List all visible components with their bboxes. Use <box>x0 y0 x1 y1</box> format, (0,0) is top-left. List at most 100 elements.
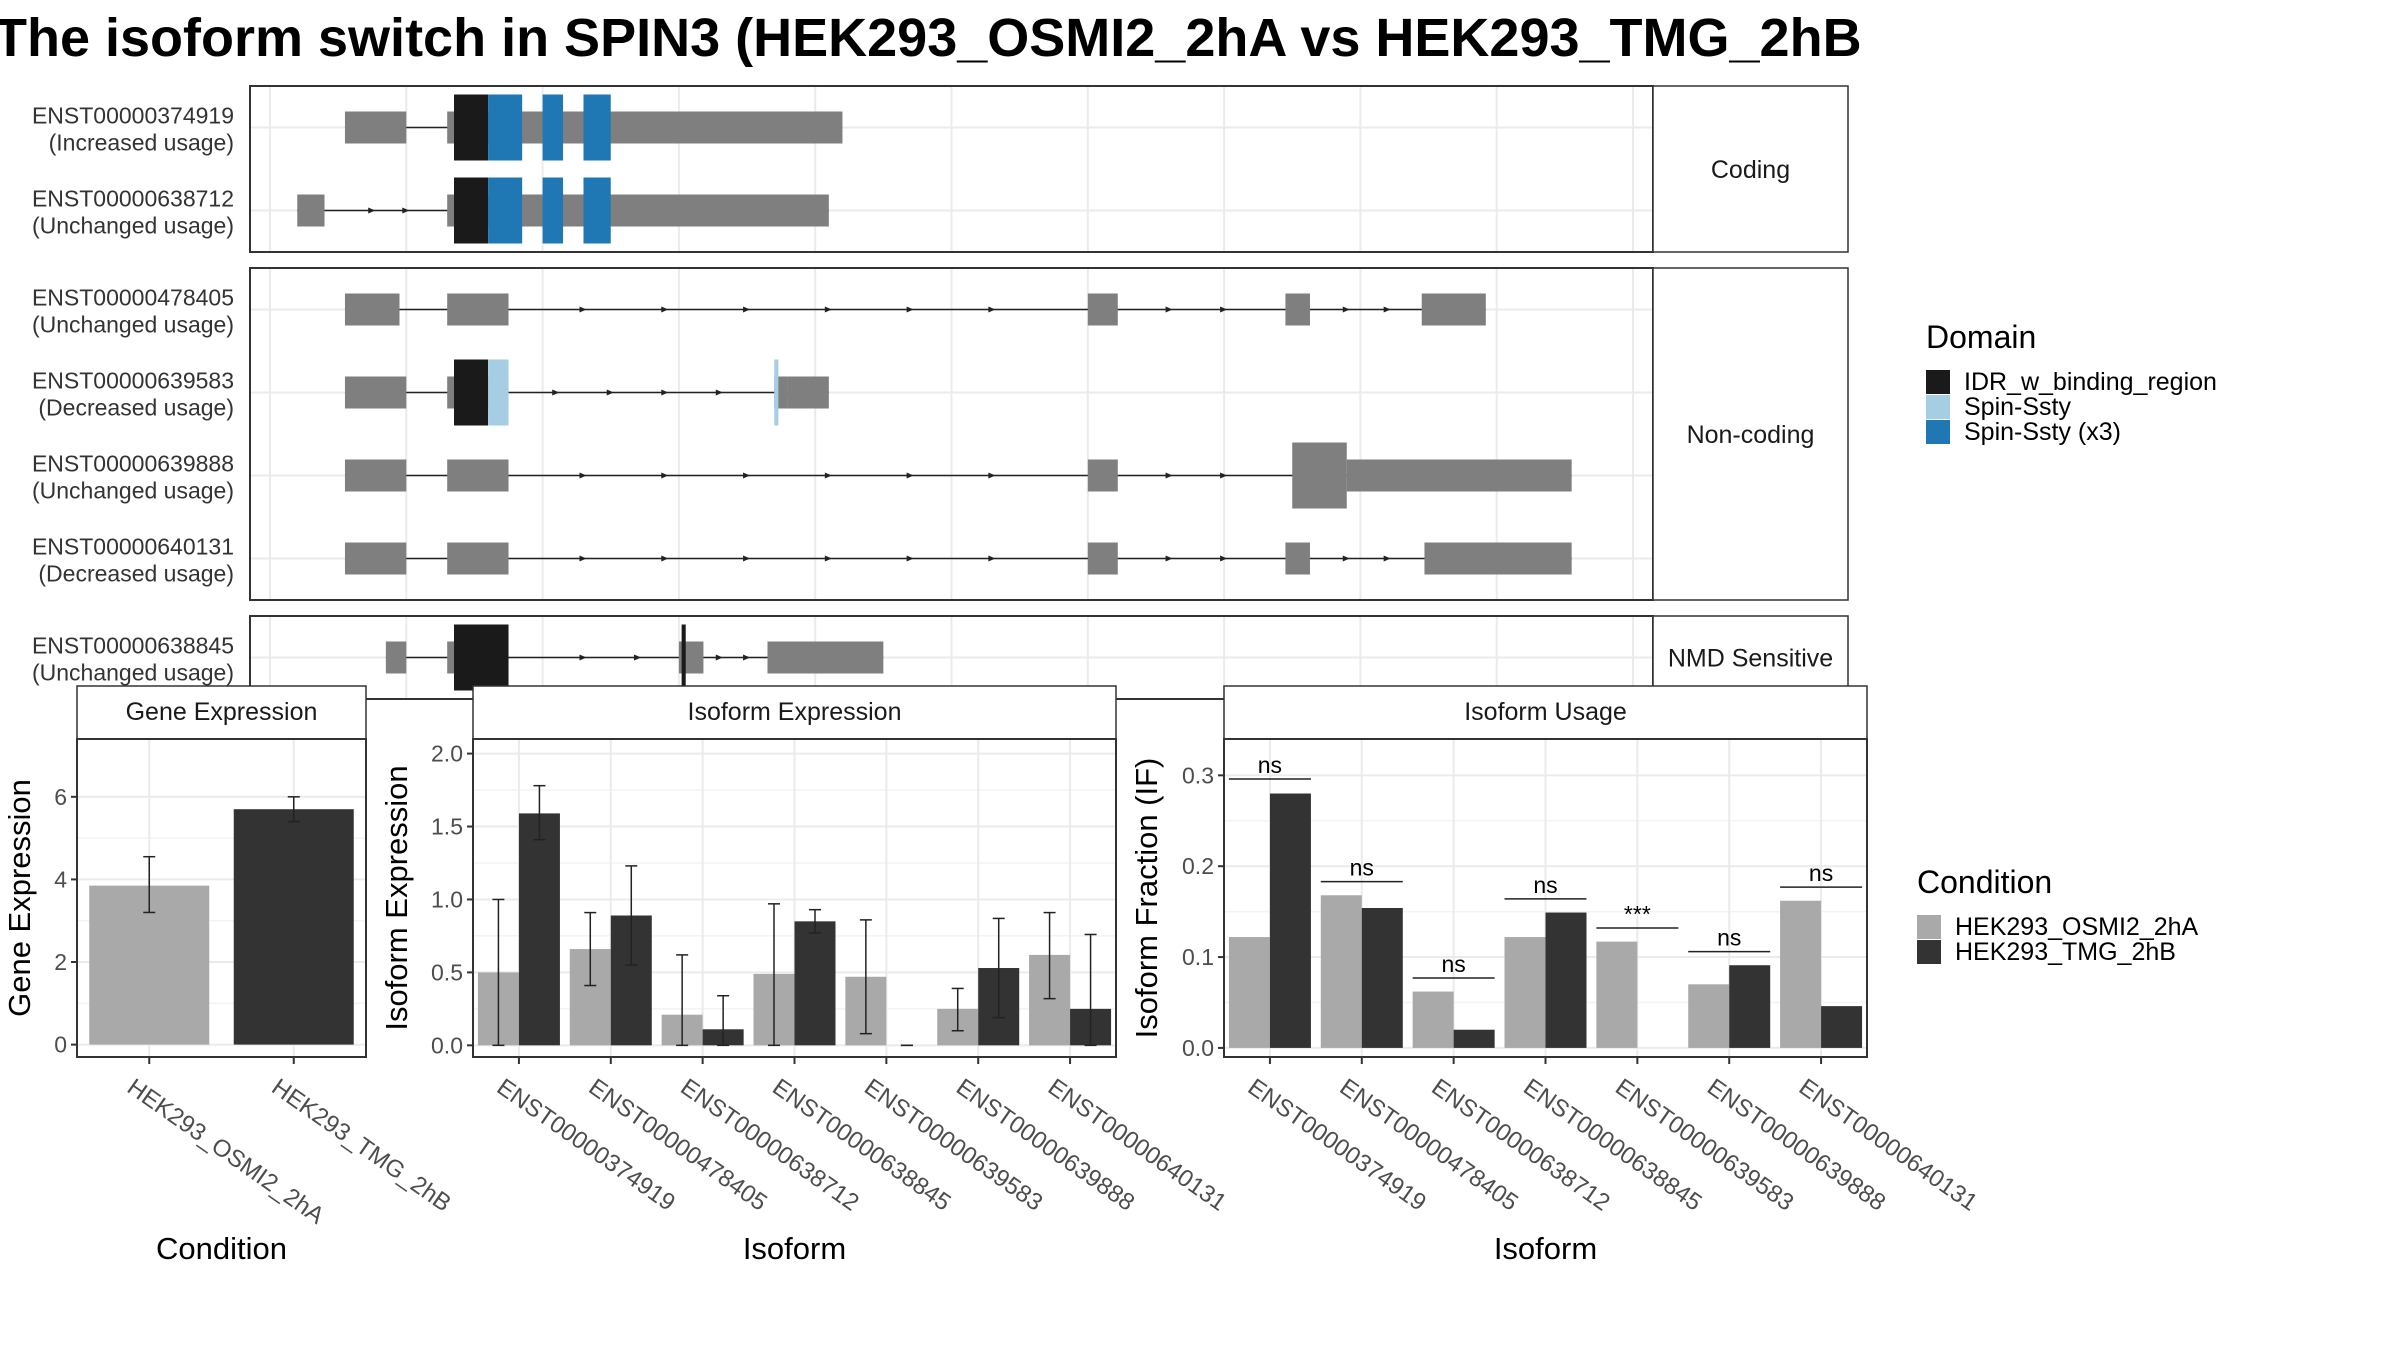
figure-title: The isoform switch in SPIN3 (HEK293_OSMI… <box>0 8 1862 68</box>
intron-arrow <box>579 306 587 313</box>
y-tick-label: 0.3 <box>1182 762 1214 788</box>
exon-block <box>1087 542 1118 575</box>
y-tick-label: 0 <box>54 1032 67 1058</box>
chart-panel-border <box>472 738 1117 1058</box>
isoform-expression-chart: Isoform Expression0.00.51.01.52.0ENST000… <box>379 685 1231 1266</box>
structure-strip-label: NMD Sensitive <box>1668 645 1833 673</box>
significance-label: ns <box>1441 951 1465 977</box>
exon-block <box>1424 542 1572 575</box>
exon-block <box>385 641 407 674</box>
intron-arrow <box>606 389 614 396</box>
intron-arrow <box>661 389 669 396</box>
transcript-id-label: ENST00000638712 <box>32 186 234 212</box>
intron-arrow <box>824 555 832 562</box>
intron-arrow <box>743 654 751 661</box>
exon-block <box>344 293 400 326</box>
intron-arrow <box>1383 555 1391 562</box>
legend-title: Domain <box>1926 319 2036 355</box>
intron-arrow <box>988 306 996 313</box>
y-tick-label: 0.5 <box>431 959 463 985</box>
intron-arrow <box>1342 555 1350 562</box>
exon-block <box>1087 293 1118 326</box>
intron-arrow <box>1220 555 1228 562</box>
domain-block <box>454 359 489 426</box>
transcript-structure-panels: ENST00000374919(Increased usage) ENST0000… <box>32 85 1849 700</box>
significance-label: ns <box>1258 752 1282 778</box>
y-tick-label: 0.2 <box>1182 853 1214 879</box>
bar <box>1780 900 1822 1048</box>
intron-arrow <box>743 555 751 562</box>
exon-block <box>344 111 407 144</box>
intron-arrow <box>1220 472 1228 479</box>
y-axis-title: Isoform Fraction (IF) <box>1129 758 1164 1039</box>
intron-arrow <box>715 654 723 661</box>
intron-arrow <box>824 472 832 479</box>
intron-arrow <box>579 472 587 479</box>
structure-strip <box>1652 267 1849 601</box>
exon-block <box>1346 459 1572 492</box>
exon-block <box>344 376 407 409</box>
intron-arrow <box>661 306 669 313</box>
transcript-id-label: ENST00000639888 <box>32 451 234 477</box>
intron-arrow <box>368 207 376 214</box>
x-axis-title: Isoform <box>743 1231 846 1266</box>
transcript-id-label: ENST00000374919 <box>32 103 234 129</box>
transcript-id-label: ENST00000638845 <box>32 633 234 659</box>
bar <box>1596 941 1638 1048</box>
legend-swatch <box>1926 420 1950 444</box>
legend-label: Spin-Ssty <box>1964 393 2071 421</box>
domain-block <box>583 177 611 244</box>
domain-block <box>681 624 686 691</box>
legend-label: IDR_w_binding_region <box>1964 368 2217 396</box>
domain-block <box>488 359 509 426</box>
intron-arrow <box>906 555 914 562</box>
transcript-usage-label: (Increased usage) <box>49 130 234 156</box>
legend-label: HEK293_OSMI2_2hA <box>1955 913 2199 941</box>
intron-arrow <box>1220 306 1228 313</box>
intron-arrow <box>634 654 642 661</box>
isoform-usage-chart: Isoform Usage0.00.10.20.3ENST00000374919… <box>1129 685 1982 1266</box>
bar <box>1361 907 1403 1048</box>
exon-block <box>344 459 407 492</box>
chart-panel-border <box>76 738 367 1058</box>
exon-block <box>447 459 509 492</box>
significance-label: ns <box>1350 855 1374 881</box>
x-axis-title: Isoform <box>1494 1231 1597 1266</box>
intron-arrow <box>906 472 914 479</box>
legend-label: Spin-Ssty (x3) <box>1964 418 2121 446</box>
intron-arrow <box>824 306 832 313</box>
bar <box>518 813 560 1046</box>
bar <box>1729 965 1771 1048</box>
exon-block <box>1285 293 1310 326</box>
bar <box>1504 937 1546 1048</box>
bar <box>1412 991 1454 1048</box>
y-axis-title: Isoform Expression <box>379 765 414 1030</box>
intron-arrow <box>906 306 914 313</box>
intron-arrow <box>579 555 587 562</box>
bar <box>1821 1006 1863 1048</box>
transcript-usage-label: (Decreased usage) <box>38 395 234 421</box>
exon-block <box>787 376 829 409</box>
exon-block <box>1292 442 1347 509</box>
domain-block <box>454 94 489 161</box>
exon-block <box>344 542 407 575</box>
bar <box>794 921 836 1046</box>
legend-swatch <box>1926 395 1950 419</box>
bar <box>1688 984 1730 1048</box>
significance-label: ns <box>1717 925 1741 951</box>
chart-strip <box>1223 685 1868 740</box>
domain-block <box>454 177 489 244</box>
significance-label: ns <box>1809 860 1833 886</box>
exon-block <box>447 542 509 575</box>
intron-arrow <box>1342 306 1350 313</box>
transcript-usage-label: (Unchanged usage) <box>32 478 234 504</box>
chart-title: Isoform Usage <box>1464 698 1627 726</box>
significance-label: *** <box>1624 901 1651 927</box>
exon-block <box>1285 542 1310 575</box>
intron-arrow <box>1165 306 1173 313</box>
chart-panel-border <box>1223 738 1868 1058</box>
domain-block <box>454 624 509 691</box>
bar <box>1545 912 1587 1048</box>
